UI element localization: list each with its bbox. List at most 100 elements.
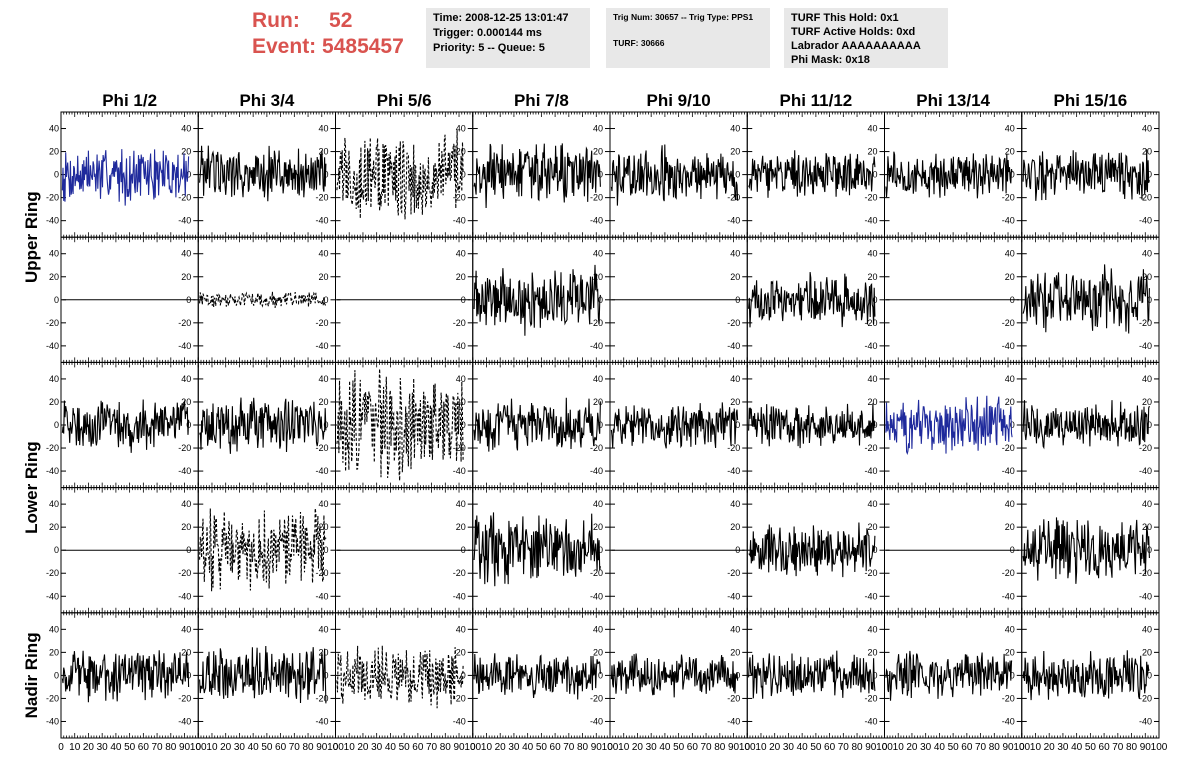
y-tick-label: 20 (867, 397, 877, 407)
y-tick-label: 40 (49, 249, 59, 259)
y-tick-label: -20 (590, 568, 603, 578)
x-tick-label: 40 (522, 742, 534, 753)
x-tick-label: 60 (687, 742, 699, 753)
column-title-3: Phi 5/6 (377, 91, 432, 110)
x-tick-label: 100 (190, 742, 207, 753)
y-tick-label: -40 (864, 466, 877, 476)
y-tick-label: 0 (598, 420, 603, 430)
y-tick-label: 20 (730, 397, 740, 407)
y-tick-label: -40 (178, 341, 191, 351)
x-tick-label: 60 (412, 742, 424, 753)
x-tick-label: 50 (399, 742, 411, 753)
waveform-trace (336, 130, 464, 220)
y-tick-label: 40 (49, 124, 59, 134)
y-tick-label: 0 (54, 295, 59, 305)
y-tick-label: 40 (318, 249, 328, 259)
x-tick-label: 30 (646, 742, 658, 753)
y-tick-label: 20 (181, 397, 191, 407)
x-tick-label: 100 (602, 742, 619, 753)
x-tick-label: 10 (481, 742, 493, 753)
y-tick-label: -40 (178, 716, 191, 726)
x-tick-label: 30 (1057, 742, 1069, 753)
y-tick-label: 0 (54, 670, 59, 680)
y-tick-label: 20 (593, 647, 603, 657)
y-tick-label: -40 (590, 341, 603, 351)
waveform-trace (885, 650, 1013, 701)
y-tick-label: 40 (318, 124, 328, 134)
y-tick-label: 0 (598, 670, 603, 680)
x-tick-label: 0 (195, 742, 201, 753)
x-tick-label: 10 (1030, 742, 1042, 753)
x-tick-label: 20 (83, 742, 95, 753)
x-tick-label: 90 (316, 742, 328, 753)
y-tick-label: 20 (867, 272, 877, 282)
y-tick-label: 40 (1142, 249, 1152, 259)
run-label: Run: (252, 9, 300, 32)
y-tick-label: 20 (181, 272, 191, 282)
y-tick-label: 40 (593, 499, 603, 509)
column-title-1: Phi 1/2 (102, 91, 157, 110)
y-tick-label: 0 (1010, 420, 1015, 430)
x-tick-label: 100 (464, 742, 481, 753)
y-tick-label: -40 (453, 341, 466, 351)
y-tick-label: -40 (315, 591, 328, 601)
y-tick-label: -40 (46, 466, 59, 476)
x-tick-label: 10 (755, 742, 767, 753)
x-tick-label: 40 (385, 742, 397, 753)
waveform-trace (199, 397, 327, 454)
y-tick-label: -20 (1002, 443, 1015, 453)
y-tick-label: 0 (54, 545, 59, 555)
y-tick-label: 40 (456, 624, 466, 634)
x-tick-label: 10 (618, 742, 630, 753)
column-title-2: Phi 3/4 (239, 91, 294, 110)
y-tick-label: 0 (323, 670, 328, 680)
x-tick-label: 0 (744, 742, 750, 753)
turf-num-text: TURF: 30666 (613, 38, 665, 48)
y-tick-label: -20 (46, 568, 59, 578)
y-tick-label: 40 (593, 374, 603, 384)
y-tick-label: -40 (1002, 341, 1015, 351)
priority-text: Priority: 5 -- Queue: 5 (433, 42, 545, 54)
y-tick-label: -20 (453, 443, 466, 453)
x-tick-label: 70 (975, 742, 987, 753)
y-tick-label: -20 (590, 193, 603, 203)
turf-this-hold-text: TURF This Hold: 0x1 (791, 12, 899, 24)
x-tick-label: 50 (948, 742, 960, 753)
y-tick-label: -20 (727, 318, 740, 328)
y-tick-label: 40 (730, 374, 740, 384)
y-tick-label: -20 (1139, 193, 1152, 203)
y-tick-label: -20 (1002, 693, 1015, 703)
y-tick-label: -40 (315, 466, 328, 476)
x-tick-label: 30 (783, 742, 795, 753)
x-tick-label: 30 (234, 742, 246, 753)
y-tick-label: -40 (727, 341, 740, 351)
y-tick-label: -40 (1002, 591, 1015, 601)
x-tick-label: 50 (1085, 742, 1097, 753)
x-tick-label: 70 (563, 742, 575, 753)
y-tick-label: 40 (181, 374, 191, 384)
row-label-upper-ring: Upper Ring (22, 191, 41, 283)
y-tick-label: 40 (318, 624, 328, 634)
y-tick-label: 20 (593, 397, 603, 407)
x-tick-label: 80 (714, 742, 726, 753)
y-tick-label: 0 (54, 420, 59, 430)
y-tick-label: -40 (178, 216, 191, 226)
y-tick-label: -20 (727, 193, 740, 203)
y-tick-label: 0 (323, 295, 328, 305)
x-tick-label: 30 (97, 742, 109, 753)
y-tick-label: -40 (315, 716, 328, 726)
y-tick-label: 20 (1005, 522, 1015, 532)
column-title-8: Phi 15/16 (1054, 91, 1128, 110)
y-tick-label: -40 (590, 716, 603, 726)
event-label: Event: (252, 35, 317, 58)
y-tick-label: -20 (46, 693, 59, 703)
trig-info-box: Trig Num: 30657 -- Trig Type: PPS1 TURF:… (606, 8, 770, 68)
y-tick-label: -40 (1002, 716, 1015, 726)
x-tick-label: 70 (152, 742, 164, 753)
y-tick-label: 40 (49, 499, 59, 509)
y-tick-label: 20 (730, 647, 740, 657)
x-tick-label: 70 (838, 742, 850, 753)
y-tick-label: 20 (867, 522, 877, 532)
x-tick-label: 60 (824, 742, 836, 753)
y-tick-label: 40 (867, 499, 877, 509)
